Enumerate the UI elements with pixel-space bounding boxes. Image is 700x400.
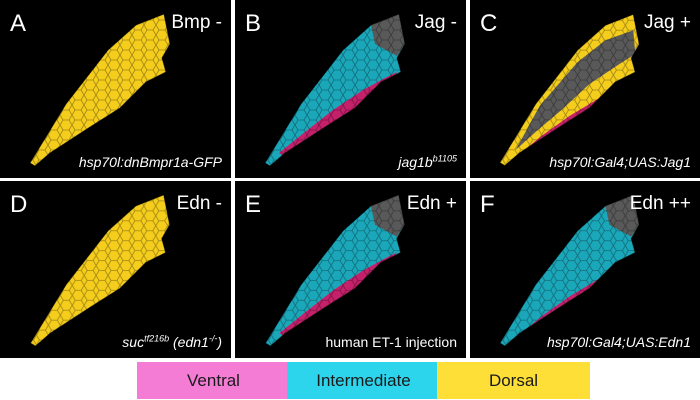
condition-label: Edn - — [176, 193, 222, 214]
arch-zones — [30, 14, 170, 166]
genotype-label: hsp70l:dnBmpr1a-GFP — [78, 154, 222, 170]
arch-zones — [499, 14, 640, 166]
panel-e: E Edn + human ET-1 injection — [235, 181, 466, 358]
legend-ventral: Ventral — [137, 362, 290, 399]
arch-diagram — [29, 13, 171, 167]
cell-texture — [265, 14, 405, 166]
arch-outline — [264, 194, 406, 347]
panel-letter: D — [10, 191, 28, 218]
genotype-label: human ET-1 injection — [325, 334, 457, 350]
arch-diagram — [264, 194, 406, 347]
arch-outline — [29, 194, 171, 347]
arch-diagram — [264, 13, 406, 167]
legend-dorsal: Dorsal — [437, 362, 590, 399]
arch-diagram — [499, 13, 640, 167]
panel-letter: C — [480, 10, 498, 37]
panel-letter: B — [245, 10, 262, 37]
condition-label: Jag + — [643, 12, 691, 33]
panel-letter: F — [480, 191, 495, 218]
panel-a: A Bmp - hsp70l:dnBmpr1a-GFP — [0, 0, 231, 178]
panel-d: D Edn - suctf216b (edn1-/-) — [0, 181, 231, 358]
panel-b: B Jag - jag1bb1105 — [235, 0, 466, 178]
arch-zones — [30, 194, 170, 347]
condition-label: Bmp - — [171, 12, 222, 33]
genotype-label: jag1bb1105 — [398, 153, 457, 170]
arch-outline — [499, 194, 640, 347]
condition-label: Jag - — [414, 12, 457, 33]
genotype-label: hsp70l:Gal4;UAS:Jag1 — [549, 154, 691, 170]
arch-outline — [264, 13, 406, 167]
cell-texture — [499, 14, 640, 166]
condition-label: Edn ++ — [629, 193, 691, 214]
cell-texture — [30, 194, 170, 347]
arch-outline — [499, 13, 640, 167]
arch-outline — [29, 13, 171, 167]
cell-texture — [265, 194, 405, 347]
genotype-label: suctf216b (edn1-/-) — [122, 333, 222, 350]
arch-zones — [265, 194, 405, 347]
panel-f: F Edn ++ hsp70l:Gal4;UAS:Edn1 — [470, 181, 700, 358]
panel-letter: E — [245, 191, 262, 218]
legend-intermediate: Intermediate — [287, 362, 440, 399]
genotype-label: hsp70l:Gal4;UAS:Edn1 — [547, 334, 691, 350]
arch-zones — [499, 194, 640, 347]
cell-texture — [30, 14, 170, 166]
panel-c: C Jag + hsp70l:Gal4;UAS:Jag1 — [470, 0, 700, 178]
arch-diagram — [29, 194, 171, 347]
cell-texture — [499, 194, 640, 347]
arch-zones — [265, 14, 405, 166]
panel-letter: A — [10, 10, 27, 37]
condition-label: Edn + — [406, 193, 457, 214]
arch-diagram — [499, 194, 640, 347]
